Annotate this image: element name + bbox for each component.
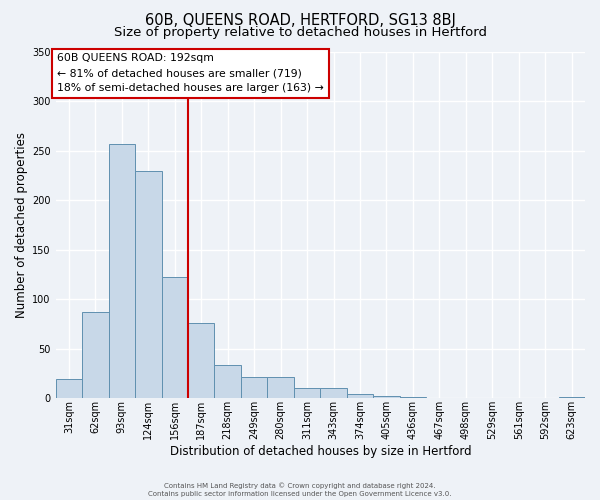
Bar: [373, 396, 400, 398]
Text: 60B, QUEENS ROAD, HERTFORD, SG13 8BJ: 60B, QUEENS ROAD, HERTFORD, SG13 8BJ: [145, 12, 455, 28]
Y-axis label: Number of detached properties: Number of detached properties: [15, 132, 28, 318]
X-axis label: Distribution of detached houses by size in Hertford: Distribution of detached houses by size …: [170, 444, 471, 458]
Text: Contains public sector information licensed under the Open Government Licence v3: Contains public sector information licen…: [148, 491, 452, 497]
Text: Size of property relative to detached houses in Hertford: Size of property relative to detached ho…: [113, 26, 487, 39]
Bar: [109, 144, 135, 398]
Bar: [347, 394, 373, 398]
Text: Contains HM Land Registry data © Crown copyright and database right 2024.: Contains HM Land Registry data © Crown c…: [164, 482, 436, 489]
Bar: [56, 380, 82, 398]
Bar: [268, 378, 294, 398]
Bar: [241, 378, 268, 398]
Bar: [214, 366, 241, 398]
Bar: [294, 388, 320, 398]
Bar: [559, 397, 585, 398]
Bar: [400, 397, 426, 398]
Text: 60B QUEENS ROAD: 192sqm
← 81% of detached houses are smaller (719)
18% of semi-d: 60B QUEENS ROAD: 192sqm ← 81% of detache…: [57, 54, 324, 93]
Bar: [320, 388, 347, 398]
Bar: [161, 278, 188, 398]
Bar: [188, 323, 214, 398]
Bar: [135, 172, 161, 398]
Bar: [82, 312, 109, 398]
